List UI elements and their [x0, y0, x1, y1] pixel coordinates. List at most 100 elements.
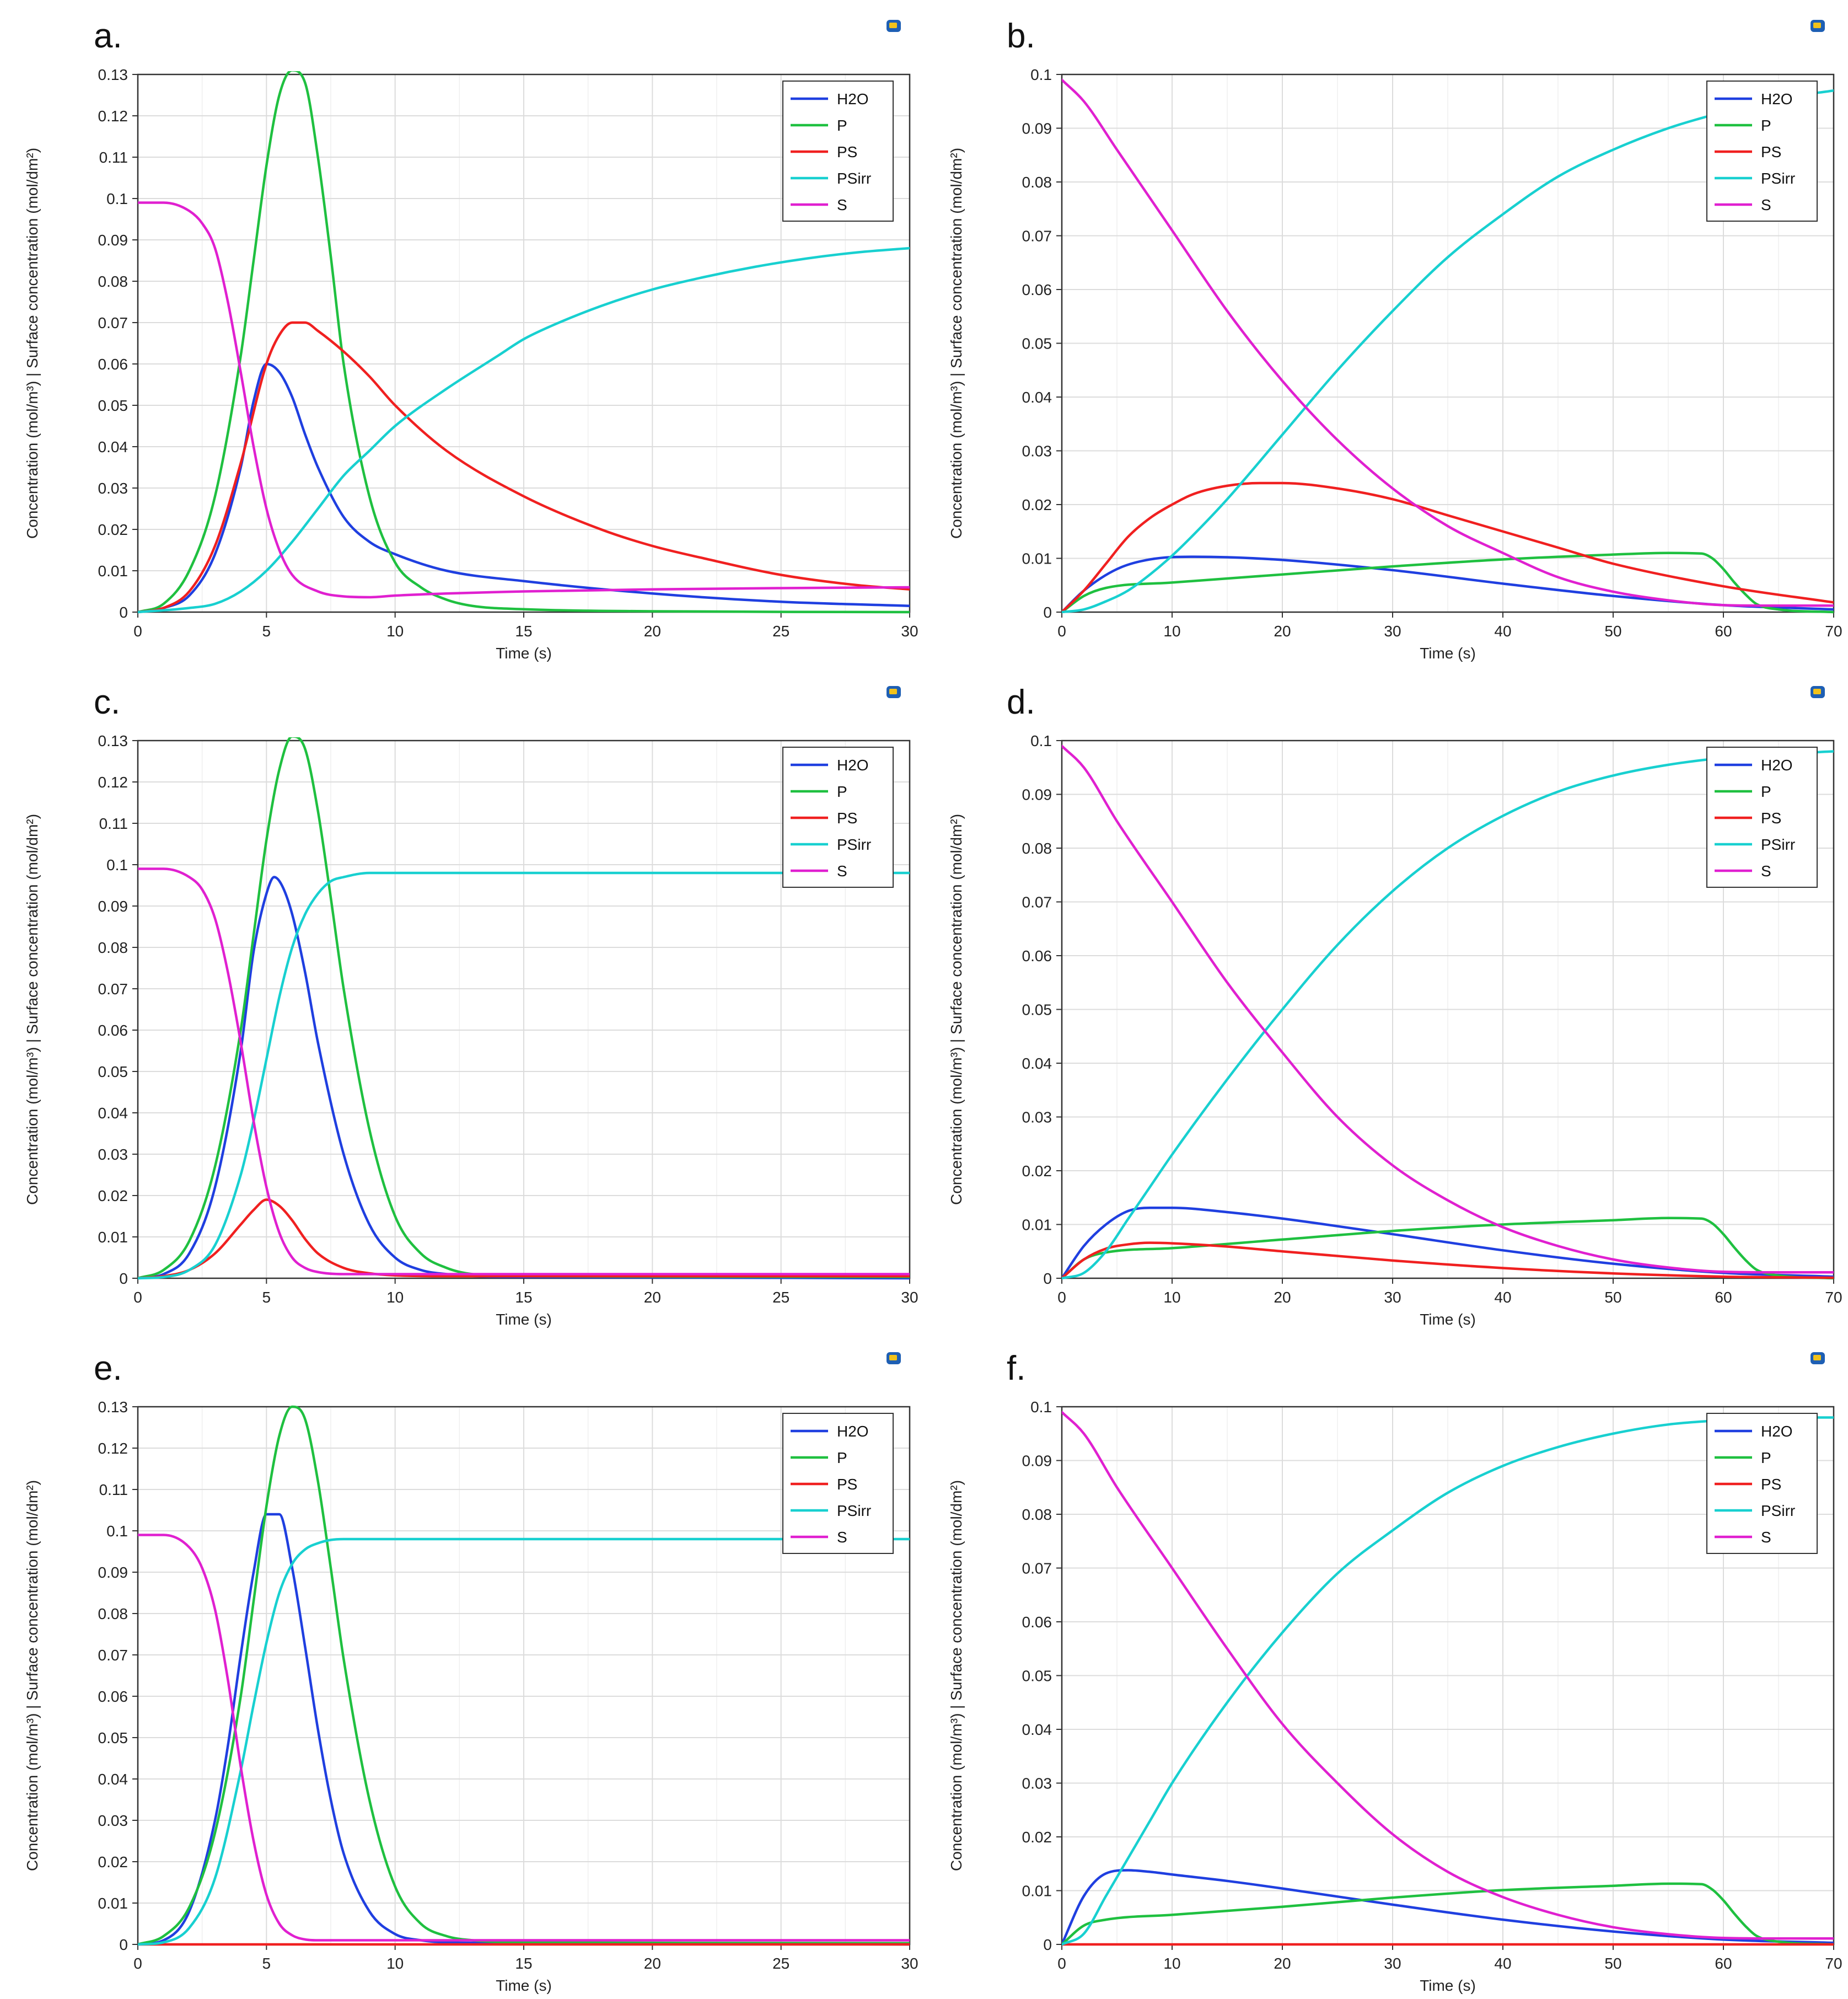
- x-tick-label: 20: [644, 1289, 661, 1306]
- legend-label: PSirr: [837, 836, 871, 853]
- y-tick-label: 0.09: [98, 898, 128, 915]
- x-tick-label: 30: [901, 1955, 918, 1972]
- legend: H2O P PS PSirr S: [1706, 1413, 1818, 1554]
- app-logo-icon: [1811, 686, 1825, 698]
- y-tick-label: 0.05: [98, 1729, 128, 1746]
- legend-label: H2O: [837, 90, 869, 108]
- y-tick-label: 0.06: [1022, 281, 1052, 298]
- x-tick-label: 25: [772, 1289, 789, 1306]
- series-group: [1062, 744, 1834, 1280]
- x-tick-label: 40: [1494, 1289, 1511, 1306]
- x-tick-label: 60: [1715, 1289, 1732, 1306]
- series-group: [138, 737, 910, 1280]
- series-line-psirr: [138, 871, 910, 1280]
- y-tick-label: 0.1: [1030, 732, 1052, 749]
- x-tick-label: 25: [772, 623, 789, 640]
- chart-svg: 0 10 20 30 40 50 60 70 0 0.01 0.02 0.03 0.04 0.05 0.06…: [948, 20, 1842, 662]
- x-axis-label: Time (s): [1420, 645, 1476, 662]
- y-tick-label: 0.07: [1022, 894, 1052, 911]
- y-tick-label: 0.12: [98, 774, 128, 791]
- y-tick-label: 0.1: [106, 856, 128, 873]
- panel-label: c.: [94, 683, 121, 721]
- y-tick-label: 0.03: [98, 1146, 128, 1163]
- x-tick-label: 5: [262, 1955, 271, 1972]
- legend-label: H2O: [1761, 757, 1793, 774]
- chart-svg: 0 5 10 15 20 25 30 0 0.01 0.02 0.03 0.04 0.05 0.06 0.0…: [24, 1352, 918, 1994]
- series-line-psirr: [138, 246, 910, 614]
- y-tick-label: 0.08: [1022, 1506, 1052, 1523]
- y-tick-label: 0.04: [98, 1105, 128, 1122]
- y-axis-label: Concentration (mol/m³) | Surface concent…: [948, 814, 965, 1205]
- y-tick-label: 0.05: [1022, 1001, 1052, 1019]
- series-line-ps: [138, 321, 910, 614]
- y-axis-label: Concentration (mol/m³) | Surface concent…: [948, 148, 965, 539]
- panel-label: a.: [94, 17, 122, 55]
- y-tick-label: 0.01: [98, 1229, 128, 1246]
- y-tick-label: 0.1: [106, 190, 128, 207]
- y-tick-label: 0.03: [1022, 443, 1052, 460]
- y-tick-label: 0.03: [98, 480, 128, 497]
- y-tick-label: 0.07: [1022, 1560, 1052, 1577]
- y-tick-label: 0.07: [98, 314, 128, 331]
- legend-label: PS: [837, 810, 857, 827]
- series-line-p: [1062, 551, 1834, 614]
- legend-label: P: [837, 117, 847, 134]
- chart-panel: b. 0 10 20 30 40 50 60 70 0 0.01 0.02 0.03 0.04 0.05 0.…: [924, 0, 1848, 666]
- series-line-p: [138, 71, 910, 614]
- x-tick-label: 70: [1825, 623, 1842, 640]
- y-tick-label: 0.01: [98, 562, 128, 580]
- y-tick-label: 0: [1043, 1936, 1052, 1953]
- y-tick-label: 0.02: [98, 1187, 128, 1204]
- chart-svg: 0 10 20 30 40 50 60 70 0 0.01 0.02 0.03 0.04 0.05 0.06…: [948, 686, 1842, 1328]
- y-tick-label: 0.01: [1022, 550, 1052, 567]
- x-tick-label: 10: [1163, 1955, 1180, 1972]
- series-line-h2o: [138, 1513, 910, 1946]
- y-tick-label: 0.08: [98, 1605, 128, 1622]
- series-line-p: [1062, 1216, 1834, 1280]
- legend-label: S: [1761, 1529, 1771, 1546]
- series-line-psirr: [1062, 750, 1834, 1280]
- x-tick-label: 40: [1494, 623, 1511, 640]
- x-tick-label: 10: [1163, 623, 1180, 640]
- legend-label: PSirr: [837, 170, 871, 187]
- panel-label: e.: [94, 1349, 122, 1387]
- y-tick-label: 0.08: [98, 939, 128, 956]
- series-line-s: [1062, 78, 1834, 607]
- chart-panel: e. 0 5 10 15 20 25 30 0 0.01 0.02 0.03 0.04 0.05 0.06 0…: [0, 1332, 924, 1998]
- y-tick-label: 0: [119, 1270, 128, 1287]
- series-line-h2o: [1062, 1207, 1834, 1280]
- legend: H2O P PS PSirr S: [782, 747, 894, 888]
- x-tick-label: 60: [1715, 1955, 1732, 1972]
- legend-label: PS: [837, 143, 857, 160]
- y-tick-label: 0.02: [1022, 1162, 1052, 1180]
- y-tick-label: 0: [119, 604, 128, 621]
- legend-label: P: [1761, 117, 1771, 134]
- y-tick-label: 0.09: [98, 1564, 128, 1581]
- legend: H2O P PS PSirr S: [782, 81, 894, 222]
- y-tick-label: 0.06: [98, 356, 128, 373]
- series-line-s: [1062, 1411, 1834, 1940]
- y-tick-label: 0.08: [1022, 174, 1052, 191]
- x-tick-label: 0: [1057, 1955, 1066, 1972]
- series-line-psirr: [1062, 1416, 1834, 1946]
- y-tick-label: 0.04: [98, 438, 128, 455]
- legend-label: PS: [1761, 143, 1781, 160]
- series-group: [138, 71, 910, 614]
- y-tick-label: 0.13: [98, 66, 128, 83]
- y-tick-label: 0.11: [99, 1481, 128, 1498]
- x-tick-label: 10: [386, 1289, 404, 1306]
- y-tick-label: 0.1: [1030, 1398, 1052, 1416]
- x-tick-label: 30: [901, 1289, 918, 1306]
- series-group: [1062, 78, 1834, 614]
- legend: H2O P PS PSirr S: [1706, 81, 1818, 222]
- chart-svg: 0 5 10 15 20 25 30 0 0.01 0.02 0.03 0.04 0.05 0.06 0.0…: [24, 686, 918, 1328]
- y-tick-label: 0.09: [98, 232, 128, 249]
- legend-label: H2O: [1761, 1423, 1793, 1440]
- y-tick-label: 0.09: [1022, 786, 1052, 803]
- series-line-psirr: [1062, 89, 1834, 614]
- y-tick-label: 0.02: [1022, 496, 1052, 513]
- series-line-s: [1062, 744, 1834, 1274]
- y-tick-label: 0.01: [1022, 1216, 1052, 1234]
- series-line-p: [138, 737, 910, 1280]
- x-tick-label: 60: [1715, 623, 1732, 640]
